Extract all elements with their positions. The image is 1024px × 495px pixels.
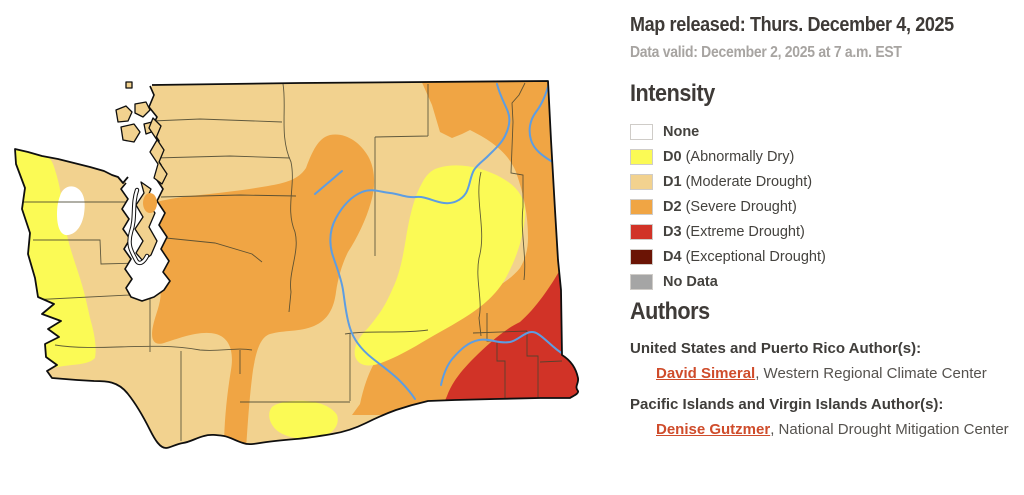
authors-pacific-label: Pacific Islands and Virgin Islands Autho… — [630, 396, 944, 413]
authors-group-us: United States and Puerto Rico Author(s):… — [630, 340, 1016, 382]
puget-sound-islands — [115, 81, 168, 262]
legend-code: D2 — [663, 198, 682, 215]
legend-row-d2: D2 (Severe Drought) — [630, 194, 1016, 219]
d0-region-west — [15, 149, 96, 369]
d1-swatch — [630, 173, 653, 190]
lake-chelan — [314, 170, 343, 195]
info-panel: Map released: Thurs. December 4, 2025 Da… — [630, 14, 1016, 438]
d4-swatch — [630, 248, 653, 265]
legend-row-d0: D0 (Abnormally Dry) — [630, 144, 1016, 169]
legend-code: No Data — [663, 273, 718, 290]
d2-swatch — [630, 198, 653, 215]
whidbey-island — [148, 117, 168, 185]
legend-code: D0 — [663, 148, 682, 165]
authors-pacific-line: Denise Gutzmer, National Drought Mitigat… — [630, 421, 1016, 438]
legend-code: D4 — [663, 248, 682, 265]
legend-row-d3: D3 (Extreme Drought) — [630, 219, 1016, 244]
author-link-denise-gutzmer[interactable]: Denise Gutzmer — [656, 421, 771, 438]
none-swatch — [630, 123, 653, 140]
authors-us-label: United States and Puerto Rico Author(s): — [630, 340, 922, 357]
legend-code: None — [663, 123, 700, 140]
orcas-island — [134, 101, 151, 118]
author-affiliation: , National Drought Mitigation Center — [770, 421, 1009, 438]
legend-row-d4: D4 (Exceptional Drought) — [630, 244, 1016, 269]
legend-desc: (Abnormally Dry) — [681, 148, 795, 165]
author-affiliation: , Western Regional Climate Center — [755, 365, 987, 382]
small-islet — [125, 81, 133, 89]
legend-row-nodata: No Data — [630, 269, 1016, 294]
d3-swatch — [630, 223, 653, 240]
legend-row-d1: D1 (Moderate Drought) — [630, 169, 1016, 194]
legend-desc: (Severe Drought) — [681, 198, 797, 215]
legend-row-none: None — [630, 119, 1016, 144]
legend-desc: (Exceptional Drought) — [681, 248, 826, 265]
d0-region-central — [354, 165, 526, 366]
state-outline — [14, 80, 580, 449]
lopez-island — [120, 123, 141, 143]
no-data-swatch — [630, 273, 653, 290]
intensity-legend: None D0 (Abnormally Dry) D1 (Moderate Dr… — [630, 119, 1016, 294]
intensity-heading: Intensity — [630, 80, 715, 107]
d0-swatch — [630, 148, 653, 165]
none-region-spot — [57, 186, 85, 236]
author-link-david-simeral[interactable]: David Simeral — [656, 365, 756, 382]
d0-region-south — [269, 400, 338, 440]
legend-code: D1 — [663, 173, 682, 190]
d2-region-central — [138, 134, 375, 448]
d2-kitsap-spot — [143, 193, 157, 213]
map-released-date: Map released: Thurs. December 4, 2025 — [630, 14, 954, 36]
snake-river — [440, 331, 564, 386]
authors-group-pacific: Pacific Islands and Virgin Islands Autho… — [630, 396, 1016, 438]
map-svg — [14, 80, 580, 449]
hood-canal-water — [128, 188, 149, 265]
county-boundaries — [18, 82, 563, 441]
data-valid-date: Data valid: December 2, 2025 at 7 a.m. E… — [630, 44, 902, 61]
legend-desc: (Extreme Drought) — [681, 223, 805, 240]
columbia-river — [329, 83, 511, 400]
legend-code: D3 — [663, 223, 682, 240]
washington-drought-map — [14, 80, 580, 449]
authors-heading: Authors — [630, 298, 710, 325]
legend-desc: (Moderate Drought) — [681, 173, 813, 190]
san-juan-island — [115, 105, 133, 123]
authors-us-line: David Simeral, Western Regional Climate … — [630, 365, 1016, 382]
